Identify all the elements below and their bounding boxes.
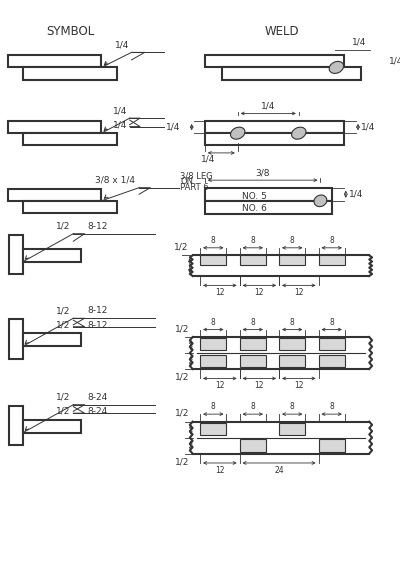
Text: 1/2: 1/2	[56, 222, 70, 231]
Bar	[22, 420, 81, 433]
Ellipse shape	[230, 127, 245, 139]
Ellipse shape	[314, 195, 327, 206]
Bar	[200, 255, 226, 265]
Text: 3/8: 3/8	[255, 168, 270, 177]
Text: 1/2: 1/2	[176, 409, 190, 418]
Text: WELD: WELD	[264, 25, 299, 38]
Text: 1/2: 1/2	[56, 407, 70, 416]
Bar	[318, 255, 345, 265]
Text: 8: 8	[290, 318, 294, 326]
Text: 1/4: 1/4	[389, 57, 400, 66]
Text: 1/4: 1/4	[261, 101, 276, 111]
Text: 12: 12	[215, 288, 225, 297]
Text: 8-24: 8-24	[87, 393, 108, 402]
Bar	[200, 423, 226, 435]
Bar	[240, 440, 266, 452]
Text: 8-12: 8-12	[87, 321, 108, 329]
Text: 8: 8	[329, 402, 334, 411]
Bar	[240, 355, 266, 367]
Text: 8: 8	[250, 402, 255, 411]
Bar	[318, 338, 345, 350]
Bar	[9, 234, 22, 274]
Text: 8: 8	[250, 318, 255, 326]
Ellipse shape	[292, 127, 306, 139]
Bar	[24, 133, 118, 145]
Text: 1/4: 1/4	[361, 122, 375, 132]
Ellipse shape	[329, 61, 344, 73]
Text: 8: 8	[329, 236, 334, 245]
Text: 8-24: 8-24	[87, 407, 108, 416]
Text: 1/2: 1/2	[176, 373, 190, 382]
Bar	[205, 121, 344, 133]
Bar	[205, 188, 332, 201]
Text: PART 6: PART 6	[180, 184, 209, 192]
Bar	[8, 189, 102, 201]
Text: 1/4: 1/4	[348, 189, 363, 199]
Text: 12: 12	[215, 381, 225, 390]
Text: 1/4: 1/4	[114, 121, 128, 129]
Bar	[24, 68, 118, 80]
Text: 8: 8	[290, 402, 294, 411]
Text: 1/2: 1/2	[174, 243, 188, 252]
Text: 12: 12	[215, 466, 225, 475]
Text: 1/4: 1/4	[201, 154, 216, 164]
Text: 1/4: 1/4	[352, 38, 366, 47]
Text: 1/2: 1/2	[56, 393, 70, 402]
Text: 12: 12	[254, 288, 264, 297]
Text: 1/4: 1/4	[115, 41, 130, 50]
Bar	[200, 338, 226, 350]
Bar	[8, 55, 102, 68]
Bar	[200, 355, 226, 367]
Bar	[9, 406, 22, 445]
Bar	[240, 255, 266, 265]
Bar	[22, 333, 81, 346]
Text: 1/4: 1/4	[114, 106, 128, 115]
Bar	[205, 55, 344, 68]
Bar	[22, 249, 81, 262]
Text: 8-12: 8-12	[87, 307, 108, 315]
Text: 1/2: 1/2	[56, 321, 70, 329]
Text: 8: 8	[329, 318, 334, 326]
Bar	[318, 355, 345, 367]
Bar	[205, 133, 344, 145]
Text: 1/2: 1/2	[56, 307, 70, 315]
Bar	[318, 440, 345, 452]
Bar	[8, 121, 102, 133]
Bar	[279, 355, 305, 367]
Text: 24: 24	[274, 466, 284, 475]
Text: 3/8 x 1/4: 3/8 x 1/4	[95, 176, 135, 185]
Text: 8: 8	[211, 236, 216, 245]
Text: 12: 12	[294, 381, 304, 390]
Text: 12: 12	[254, 381, 264, 390]
Bar	[24, 201, 118, 213]
Bar	[279, 338, 305, 350]
Text: 1/2: 1/2	[176, 457, 190, 466]
Text: NO. 5: NO. 5	[242, 192, 267, 201]
Text: 8: 8	[211, 402, 216, 411]
Text: SYMBOL: SYMBOL	[46, 25, 94, 38]
Text: 8: 8	[290, 236, 294, 245]
Text: 1/2: 1/2	[176, 324, 190, 333]
Text: 8: 8	[250, 236, 255, 245]
Bar	[279, 255, 305, 265]
Text: 8: 8	[211, 318, 216, 326]
Text: ON: ON	[180, 177, 194, 186]
Text: 8-12: 8-12	[87, 222, 108, 231]
Text: 3/8 LEG: 3/8 LEG	[180, 171, 213, 180]
Text: 1/4: 1/4	[166, 122, 180, 132]
Text: 12: 12	[294, 288, 304, 297]
Bar	[9, 319, 22, 359]
Bar	[205, 201, 332, 214]
Bar	[240, 338, 266, 350]
Bar	[222, 68, 361, 80]
Text: NO. 6: NO. 6	[242, 204, 267, 213]
Bar	[279, 423, 305, 435]
